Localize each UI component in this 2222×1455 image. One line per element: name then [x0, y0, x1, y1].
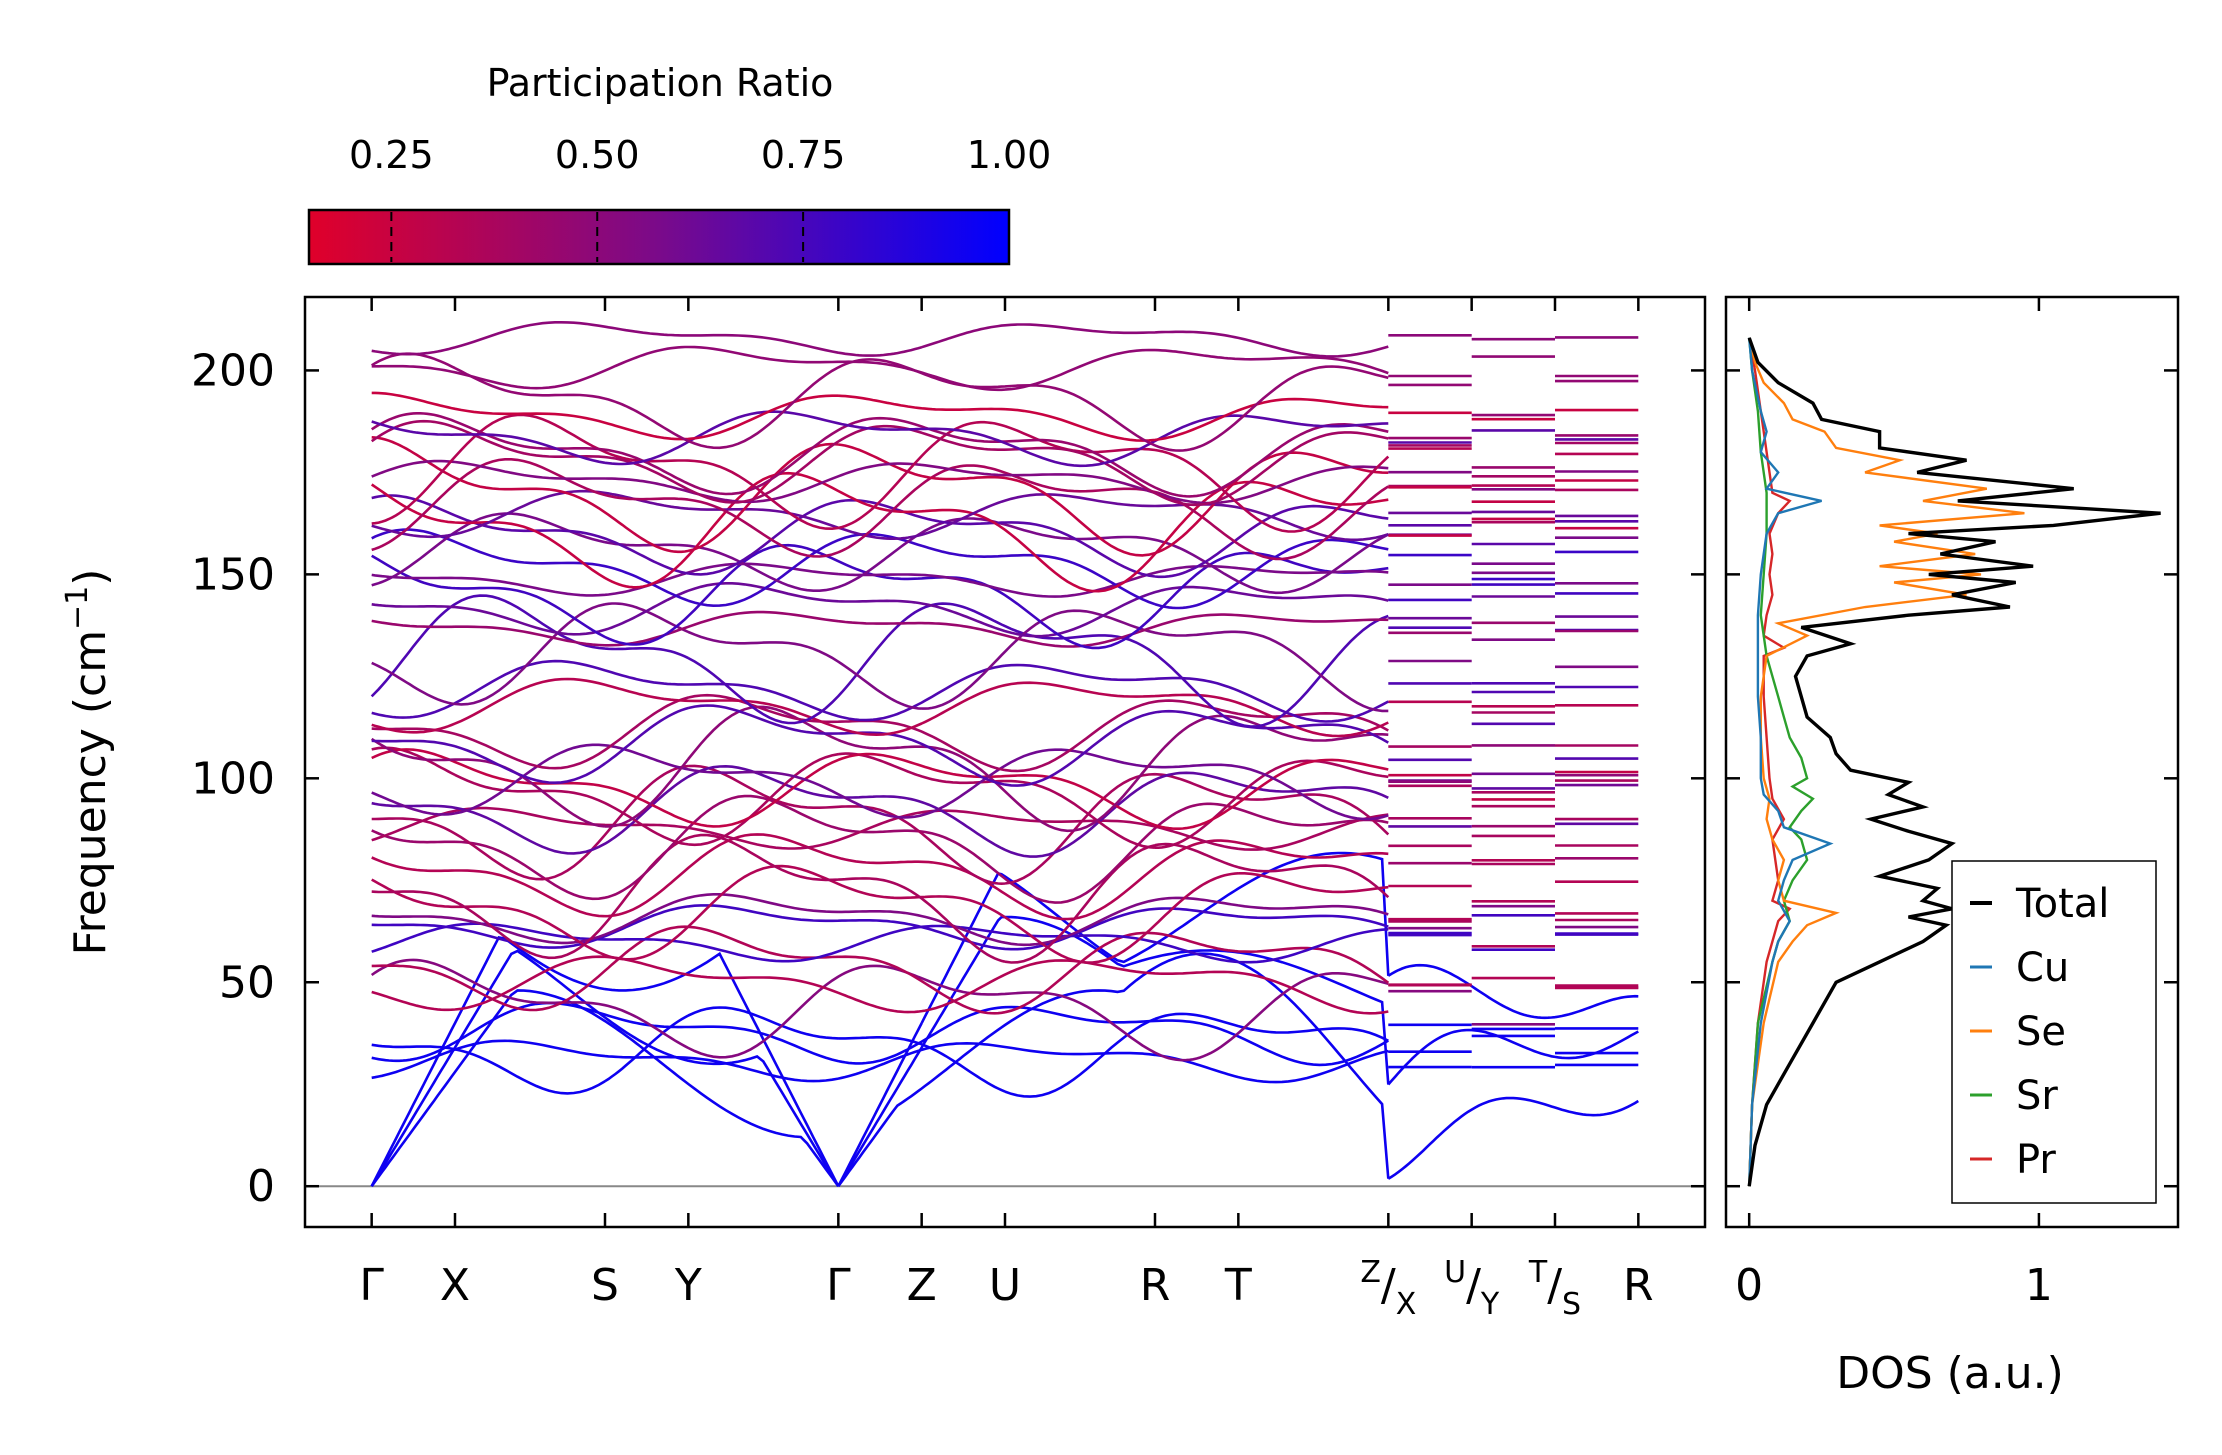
phonon-band-line — [371, 528, 1639, 610]
split-label-lower: Y — [1480, 1287, 1500, 1322]
phonon-band-line — [370, 412, 1639, 498]
high-symmetry-point-label: S — [591, 1260, 619, 1311]
phonon-band-line — [371, 391, 1639, 442]
phonon-band-line — [371, 764, 1639, 886]
band-y-tick-label: 200 — [191, 345, 275, 396]
split-label-lower: S — [1562, 1287, 1581, 1322]
phonon-band-line — [371, 904, 1639, 951]
phonon-band-line — [370, 419, 1639, 507]
phonon-band-line — [371, 677, 1639, 738]
phonon-band-line — [370, 958, 1639, 1062]
dos-x-tick-label: 0 — [1735, 1260, 1763, 1311]
phonon-band-line — [371, 746, 1639, 849]
colorbar-tick-label: 1.00 — [967, 133, 1052, 177]
phonon-band-line — [371, 459, 1639, 505]
band-y-tick-label: 100 — [191, 753, 275, 804]
colorbar-gradient — [307, 208, 1011, 266]
phonon-band-line — [371, 321, 1639, 358]
dos-lines — [1747, 337, 2161, 1187]
colorbar-tick-label: 0.75 — [761, 133, 846, 177]
phonon-band-line — [371, 489, 1639, 542]
phonon-band-line — [371, 1039, 1639, 1084]
y-axis-title: Frequency (cm−1) — [60, 569, 116, 956]
phonon-band-line — [370, 952, 1639, 1187]
legend-label-pr: Pr — [2016, 1137, 2056, 1183]
split-symmetry-label: U/Y — [1444, 1255, 1500, 1322]
phonon-band-line — [371, 693, 1639, 773]
phonon-band-line — [371, 602, 1639, 713]
phonon-band-line — [370, 915, 1639, 1187]
phonon-band-line — [370, 594, 1639, 728]
legend-label-se: Se — [2016, 1009, 2066, 1055]
phonon-band-line — [371, 345, 1639, 392]
phonon-band-line — [371, 410, 1639, 468]
legend-label-sr: Sr — [2016, 1073, 2058, 1119]
dos-frame — [1724, 295, 2180, 1229]
split-label-slash: / — [1381, 1260, 1396, 1311]
phonon-band-line — [371, 833, 1639, 921]
phonon-band-line — [371, 764, 1639, 858]
colorbar-title: Participation Ratio — [487, 61, 834, 105]
phonon-band-line — [371, 922, 1639, 964]
phonon-band-line — [371, 1001, 1639, 1067]
split-label-upper: T — [1528, 1255, 1548, 1290]
phonon-band-line — [371, 925, 1639, 1015]
dos-line-total — [1747, 337, 2161, 1187]
high-symmetry-point-label: U — [989, 1260, 1021, 1311]
high-symmetry-point-label: R — [1140, 1260, 1171, 1311]
dos-x-axis-title: DOS (a.u.) — [1836, 1348, 2064, 1399]
phonon-band-line — [371, 352, 1639, 452]
phonon-band-line — [371, 704, 1639, 787]
split-label-lower: X — [1396, 1287, 1417, 1322]
phonon-band-line — [371, 582, 1639, 638]
high-symmetry-point-label: T — [1224, 1260, 1252, 1311]
phonon-band-line — [371, 893, 1639, 947]
split-label-slash: / — [1466, 1260, 1481, 1311]
high-symmetry-point-label: Z — [907, 1260, 937, 1311]
high-symmetry-point-label: Γ — [826, 1260, 851, 1311]
split-label-slash: / — [1547, 1260, 1562, 1311]
band-lines — [305, 321, 1705, 1188]
dos-legend: Total Cu Se Sr Pr — [1951, 860, 2157, 1204]
phonon-band-line — [370, 705, 1639, 833]
phonon-band-line — [371, 1006, 1639, 1098]
colorbar-tick-label: 0.50 — [555, 133, 640, 177]
legend-label-total: Total — [2015, 881, 2109, 927]
dos-line-pr — [1748, 337, 1792, 1187]
phonon-band-line — [371, 436, 1639, 557]
high-symmetry-point-label: X — [440, 1260, 470, 1311]
dos-line-se — [1748, 337, 2025, 1187]
split-label-upper: Z — [1360, 1255, 1381, 1290]
phonon-band-line — [371, 806, 1639, 851]
phonon-band-line — [371, 562, 1639, 598]
high-symmetry-point-label: Γ — [359, 1260, 384, 1311]
colorbar-ticks: 0.25 0.50 0.75 1.00 — [349, 133, 1051, 262]
colorbar-tick-label: 0.25 — [349, 133, 434, 177]
phonon-band-line — [371, 659, 1639, 723]
high-symmetry-point-label: R — [1623, 1260, 1654, 1311]
dos-x-tick-label: 1 — [2025, 1260, 2053, 1311]
colorbar: Participation Ratio 0.25 0.50 0.75 1.00 — [307, 61, 1051, 266]
split-symmetry-label: T/S — [1528, 1255, 1581, 1322]
phonon-band-line — [371, 794, 1639, 904]
band-y-tick-label: 50 — [219, 957, 275, 1008]
band-y-tick-label: 150 — [191, 549, 275, 600]
dos-line-cu — [1748, 337, 1834, 1187]
phonon-band-line — [371, 494, 1639, 579]
split-symmetry-label: Z/X — [1360, 1255, 1416, 1322]
phonon-band-line — [371, 864, 1639, 964]
band-frame — [303, 295, 1707, 1229]
band-y-tick-label: 0 — [247, 1161, 275, 1212]
high-symmetry-point-label: Y — [674, 1260, 702, 1311]
legend-label-cu: Cu — [2016, 945, 2069, 991]
split-label-upper: U — [1444, 1255, 1466, 1290]
phonon-band-line — [370, 471, 1639, 593]
